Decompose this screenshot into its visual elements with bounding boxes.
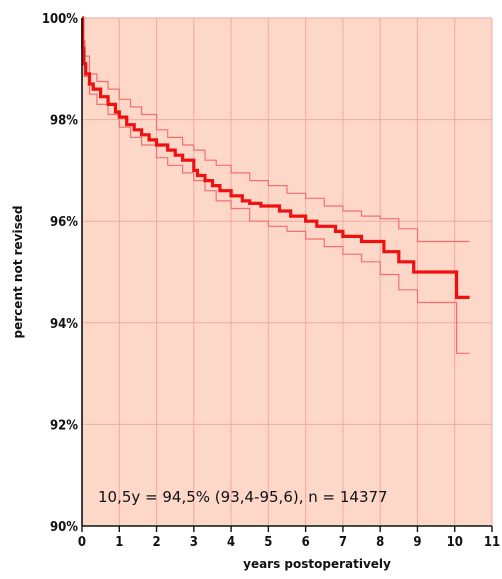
- x-axis-title: years postoperatively: [243, 557, 391, 571]
- x-tick-label-3: 3: [190, 535, 198, 550]
- y-axis-title: percent not revised: [11, 206, 25, 339]
- x-tick-label-5: 5: [264, 535, 272, 550]
- y-tick-label-4: 98%: [50, 114, 78, 129]
- series-estimate: [81, 16, 470, 299]
- x-tick-label-1: 1: [115, 535, 123, 550]
- summary-annotation: 10,5y = 94,5% (93,4-95,6), n = 14377: [98, 488, 388, 506]
- x-tick-label-9: 9: [413, 535, 421, 550]
- y-tick-label-1: 92%: [50, 418, 78, 433]
- series-layer: [81, 16, 470, 354]
- x-tick-label-7: 7: [339, 535, 347, 550]
- x-tick-label-0: 0: [78, 535, 86, 550]
- x-tick-label-10: 10: [447, 535, 463, 550]
- y-tick-labels: 90% 92% 94% 96% 98% 100%: [42, 12, 78, 535]
- x-tick-label-6: 6: [302, 535, 310, 550]
- axes: [81, 18, 493, 532]
- x-tick-label-11: 11: [484, 535, 500, 550]
- x-tick-label-2: 2: [152, 535, 160, 550]
- y-tick-label-0: 90%: [50, 520, 78, 535]
- y-tick-label-2: 94%: [50, 317, 78, 332]
- x-tick-labels: 0 1 2 3 4 5 6 7 8 9 10 11: [78, 535, 500, 550]
- y-tick-label-3: 96%: [50, 215, 78, 230]
- y-tick-label-5: 100%: [42, 12, 78, 27]
- series-upper-ci: [82, 17, 470, 243]
- x-tick-label-4: 4: [227, 535, 235, 550]
- x-tick-label-8: 8: [376, 535, 384, 550]
